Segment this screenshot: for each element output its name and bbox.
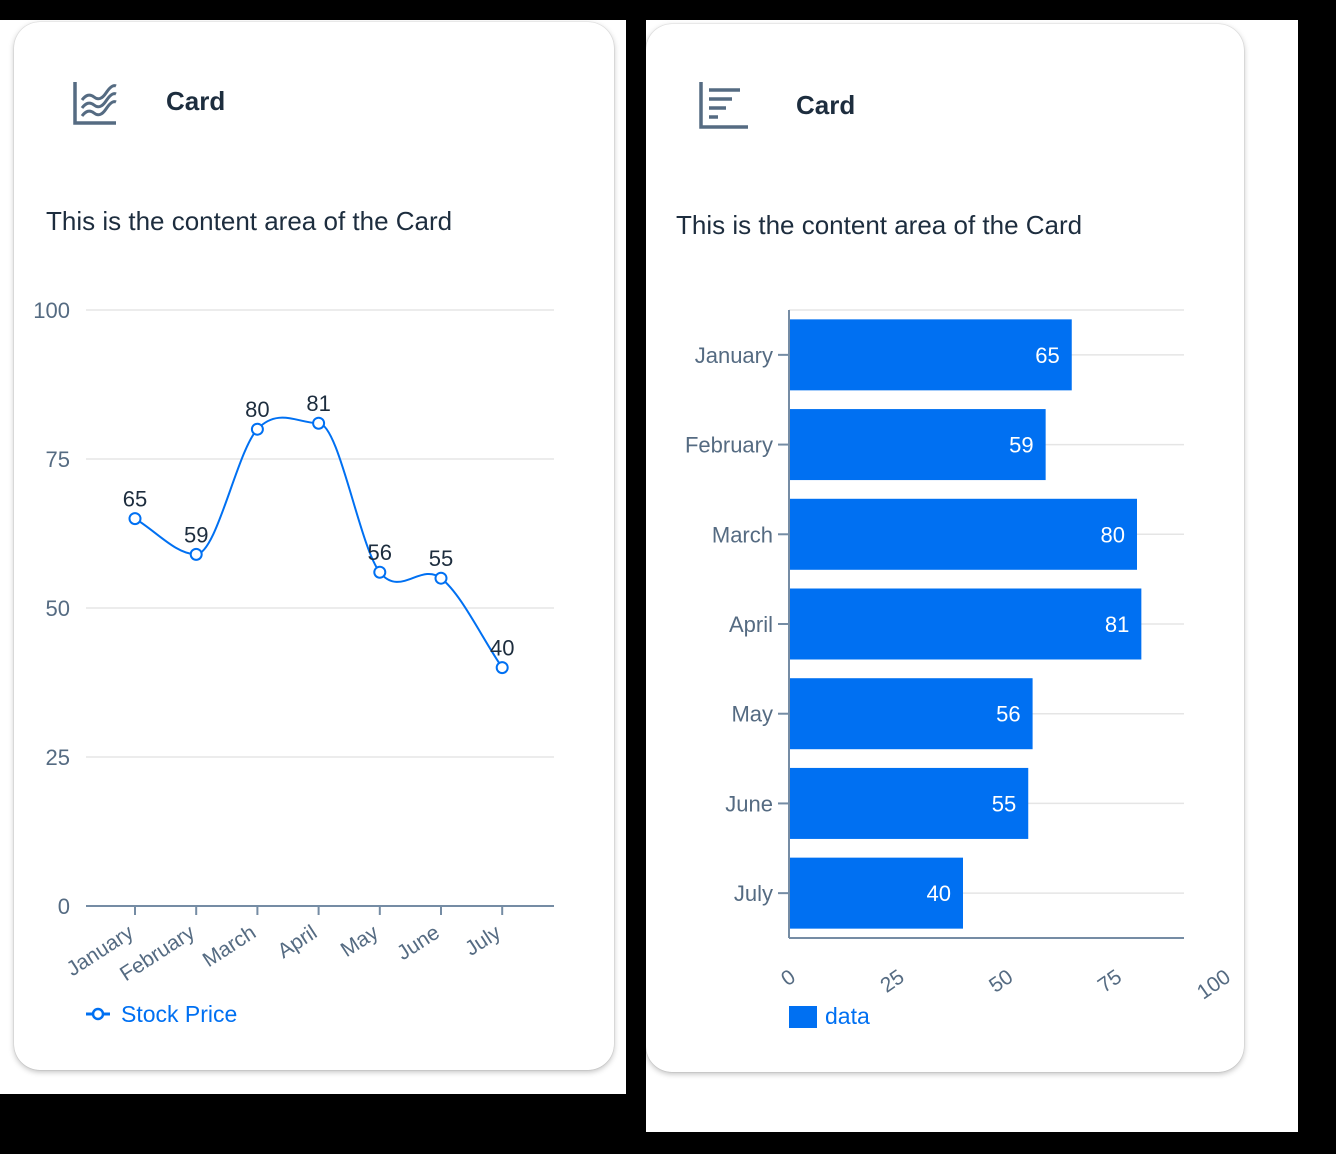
data-label: 56 [996, 702, 1020, 727]
data-label: 56 [368, 540, 392, 565]
bar [789, 857, 963, 929]
card-header[interactable]: Card [14, 22, 614, 182]
y-tick-label: June [725, 791, 773, 816]
y-tick-label: April [729, 612, 773, 637]
bar [789, 319, 1072, 391]
x-tick-label: July [461, 921, 505, 961]
data-point [128, 512, 142, 526]
data-label: 59 [184, 522, 208, 547]
legend-label: data [825, 1003, 870, 1029]
y-tick-label: February [685, 433, 773, 458]
card-title: Card [796, 90, 856, 120]
horizontal-bar-chart-icon [698, 80, 750, 135]
bar [789, 409, 1046, 481]
data-point [250, 422, 264, 436]
bar [789, 498, 1137, 570]
line-chart-icon [72, 80, 118, 131]
y-tick-label: 0 [58, 894, 70, 919]
legend-swatch [789, 1006, 817, 1028]
data-point [312, 416, 326, 430]
data-label: 80 [1101, 522, 1125, 547]
y-tick-label: 50 [46, 596, 70, 621]
y-tick-label: 25 [46, 745, 70, 770]
data-label: 65 [1035, 343, 1059, 368]
y-tick-label: March [712, 522, 773, 547]
x-tick-label: 50 [985, 965, 1017, 997]
line-chart-card: Card This is the content area of the Car… [14, 22, 614, 1070]
y-tick-label: 75 [46, 447, 70, 472]
data-label: 40 [490, 636, 514, 661]
data-point [373, 565, 387, 579]
card-content-text: This is the content area of the Card [46, 206, 453, 236]
x-tick-label: May [337, 921, 383, 962]
data-label: 55 [429, 546, 453, 571]
legend-point-marker [91, 1007, 105, 1021]
data-label: 81 [306, 391, 330, 416]
card-title: Card [166, 86, 226, 116]
y-tick-label: July [734, 881, 773, 906]
x-tick-label: 25 [876, 965, 908, 997]
bar [789, 767, 1029, 839]
data-point [495, 661, 509, 675]
bar [789, 588, 1142, 660]
x-tick-label: June [393, 921, 444, 965]
data-label: 81 [1105, 612, 1129, 637]
x-tick-label: March [199, 921, 260, 972]
card-header[interactable]: Card [646, 24, 1244, 184]
data-label: 40 [927, 881, 951, 906]
card-content-text: This is the content area of the Card [676, 210, 1083, 240]
data-point [434, 571, 448, 585]
y-tick-label: 100 [33, 298, 70, 323]
data-label: 65 [123, 487, 147, 512]
x-tick-label: 100 [1193, 965, 1235, 1004]
bar-chart: 65 January 59 February 80 March 81 April 56 May 55… [685, 309, 1235, 1029]
data-point [189, 547, 203, 561]
y-tick-label: May [731, 702, 773, 727]
y-tick-label: January [695, 343, 773, 368]
data-label: 80 [245, 397, 269, 422]
legend-label: Stock Price [121, 1001, 237, 1027]
data-label: 59 [1009, 433, 1033, 458]
bar [789, 678, 1033, 750]
x-tick-label: 0 [777, 965, 800, 991]
data-label: 55 [992, 791, 1016, 816]
x-tick-label: 75 [1094, 965, 1126, 997]
bar-chart-card: Card This is the content area of the Car… [646, 24, 1244, 1072]
x-tick-label: April [274, 921, 322, 963]
